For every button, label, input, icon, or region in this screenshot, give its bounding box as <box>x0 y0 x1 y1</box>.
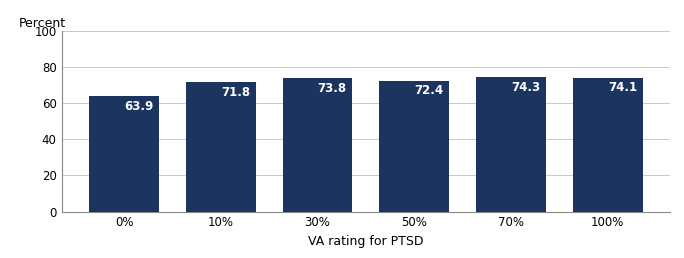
Bar <box>573 78 643 212</box>
Bar <box>380 81 449 212</box>
Text: 74.3: 74.3 <box>511 81 540 94</box>
Text: 74.1: 74.1 <box>608 81 637 94</box>
Bar <box>476 77 546 212</box>
Bar <box>186 82 256 212</box>
X-axis label: VA rating for PTSD: VA rating for PTSD <box>308 235 423 248</box>
Text: 63.9: 63.9 <box>124 100 153 113</box>
Text: 71.8: 71.8 <box>221 85 250 99</box>
Bar <box>89 96 159 212</box>
Text: 73.8: 73.8 <box>317 82 347 95</box>
Bar <box>282 78 352 212</box>
Text: 72.4: 72.4 <box>415 84 443 98</box>
Text: Percent: Percent <box>19 17 66 29</box>
